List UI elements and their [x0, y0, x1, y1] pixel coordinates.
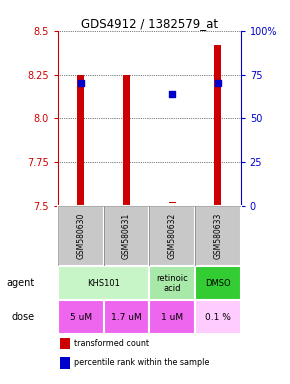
- Title: GDS4912 / 1382579_at: GDS4912 / 1382579_at: [81, 17, 218, 30]
- Bar: [104, 300, 149, 334]
- Bar: [58, 206, 104, 266]
- Bar: [58, 206, 104, 266]
- Point: [79, 80, 83, 86]
- Text: GSM580631: GSM580631: [122, 213, 131, 259]
- Bar: [60, 357, 70, 369]
- Point: [215, 80, 220, 86]
- Text: GSM580630: GSM580630: [76, 213, 85, 259]
- Bar: [149, 300, 195, 334]
- Bar: [58, 266, 149, 300]
- Bar: [60, 338, 70, 349]
- Bar: [149, 206, 195, 266]
- Bar: [77, 74, 84, 206]
- Point: [170, 91, 175, 97]
- Bar: [169, 202, 176, 204]
- Text: 1 uM: 1 uM: [161, 313, 183, 322]
- Bar: [195, 206, 241, 266]
- Bar: [104, 206, 149, 266]
- Text: percentile rank within the sample: percentile rank within the sample: [74, 358, 209, 367]
- Bar: [195, 206, 241, 266]
- Text: 1.7 uM: 1.7 uM: [111, 313, 142, 322]
- Bar: [214, 45, 221, 206]
- Text: GSM580632: GSM580632: [168, 213, 177, 259]
- Text: dose: dose: [11, 312, 34, 322]
- Bar: [149, 266, 195, 300]
- Text: transformed count: transformed count: [74, 339, 148, 348]
- Text: 5 uM: 5 uM: [70, 313, 92, 322]
- Text: 0.1 %: 0.1 %: [205, 313, 231, 322]
- Bar: [104, 206, 149, 266]
- Text: GSM580633: GSM580633: [213, 213, 222, 259]
- Bar: [58, 300, 104, 334]
- Bar: [195, 266, 241, 300]
- Bar: [123, 74, 130, 206]
- Text: KHS101: KHS101: [87, 279, 120, 288]
- Bar: [149, 206, 195, 266]
- Bar: [195, 300, 241, 334]
- Text: DMSO: DMSO: [205, 279, 231, 288]
- Text: retinoic
acid: retinoic acid: [156, 273, 188, 293]
- Text: agent: agent: [6, 278, 34, 288]
